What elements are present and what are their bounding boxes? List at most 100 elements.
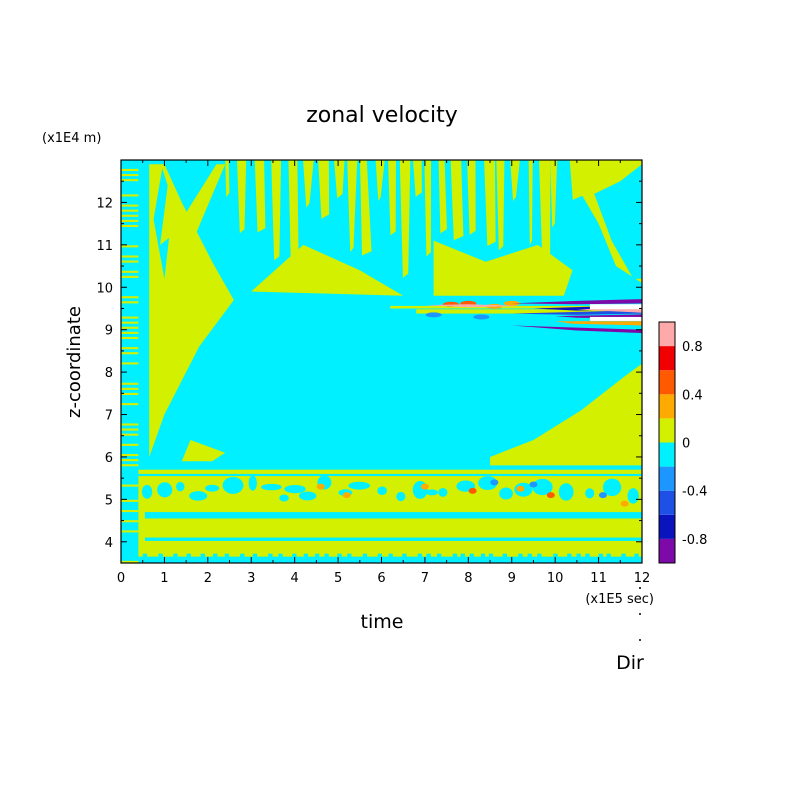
bottom-fringe — [314, 553, 320, 563]
left-stripe — [121, 301, 139, 304]
left-stripe — [121, 550, 139, 553]
y-tick-label: 10 — [96, 281, 113, 296]
lower-band-accent — [516, 485, 525, 492]
shear-streak — [511, 325, 642, 334]
left-stripe — [121, 428, 139, 431]
left-stripe — [121, 540, 139, 543]
left-stripe — [121, 270, 139, 273]
left-stripe — [121, 179, 139, 182]
x-tick-label: 12 — [634, 571, 651, 586]
upper-finger-region — [438, 160, 447, 234]
left-stripe — [121, 443, 139, 446]
lower-band-accent — [529, 481, 538, 488]
left-stripe — [121, 515, 139, 518]
bottom-fringe — [452, 553, 458, 563]
y-tick-label: 11 — [96, 239, 113, 254]
lower-band-blob — [205, 484, 220, 492]
dir-marker-dots — [639, 587, 641, 641]
left-stripe — [121, 336, 139, 340]
left-stripe — [121, 321, 139, 324]
bottom-fringe — [240, 553, 245, 563]
left-stripe — [121, 250, 139, 253]
upper-finger-region — [375, 160, 385, 202]
left-stripe — [121, 479, 139, 482]
y-axis-label: z-coordinate — [64, 306, 85, 418]
left-stripe — [121, 520, 139, 523]
upper-finger-region — [347, 160, 358, 253]
colorbar-swatch — [659, 490, 675, 515]
left-stripe — [121, 535, 139, 538]
bottom-fringe — [518, 553, 523, 563]
colorbar-swatch — [659, 442, 675, 467]
left-stripe — [121, 423, 139, 426]
bottom-fringe — [158, 553, 163, 563]
bottom-fringe — [585, 553, 590, 563]
bottom-fringe — [634, 553, 639, 563]
left-stripe — [121, 214, 139, 217]
left-stripe — [121, 448, 139, 452]
lower-band-blob — [478, 476, 498, 491]
bottom-fringe — [362, 553, 368, 563]
left-stripe — [121, 316, 139, 319]
upper-finger-region — [399, 160, 411, 278]
bottom-fringe — [460, 553, 465, 563]
lower-band-blob — [425, 489, 439, 496]
left-stripe — [121, 255, 139, 258]
x-tick-label: 1 — [160, 571, 168, 586]
y-tick-label: 8 — [105, 366, 113, 381]
left-stripe — [121, 173, 139, 177]
bottom-fringe — [142, 553, 148, 563]
lower-band-blob — [377, 486, 387, 495]
x-tick-label: 10 — [547, 571, 564, 586]
lower-band-blob — [585, 488, 595, 499]
left-stripe — [121, 194, 139, 197]
bottom-fringe — [200, 553, 205, 563]
bottom-fringe — [488, 553, 494, 563]
lower-band-blob — [248, 475, 257, 491]
y-tick-label: 4 — [105, 536, 113, 551]
upper-finger-region — [539, 160, 551, 263]
lower-band-blob — [396, 491, 406, 502]
upper-finger-region — [359, 160, 372, 256]
shear-streak — [555, 321, 642, 326]
upper-finger-region — [388, 160, 396, 236]
lower-band-blob — [602, 478, 622, 497]
left-stripe — [121, 199, 139, 202]
bottom-fringe — [303, 553, 309, 563]
left-stripe — [121, 260, 139, 263]
x-tick-label: 4 — [291, 571, 299, 586]
left-stripe — [121, 291, 139, 294]
left-stripe — [121, 224, 139, 228]
x-tick-label: 6 — [377, 571, 385, 586]
saturated-core — [589, 316, 642, 321]
lower-band-blob — [499, 487, 513, 500]
colorbar-tick-label: -0.8 — [682, 533, 707, 548]
lower-band-blob — [284, 484, 306, 494]
lower-band-line — [138, 469, 642, 474]
lower-band-blob — [627, 488, 639, 504]
upper-finger-region — [318, 160, 330, 219]
x-tick-label: 0 — [117, 571, 125, 586]
chart-title: zonal velocity — [306, 103, 458, 128]
bottom-fringe — [502, 553, 508, 563]
left-stripe — [121, 285, 139, 289]
bottom-fringe — [621, 553, 626, 563]
bottom-fringe — [252, 553, 258, 563]
lower-band-blob — [298, 491, 317, 501]
bottom-fringe — [377, 553, 383, 563]
colorbar-swatch — [659, 370, 675, 395]
bottom-fringe — [426, 553, 431, 563]
left-stripe — [121, 275, 139, 278]
lower-band-blob — [261, 483, 282, 491]
left-stripe — [121, 403, 139, 406]
bottom-fringe — [527, 553, 532, 563]
left-wedge-region — [149, 164, 234, 457]
colorbar-swatch — [659, 418, 675, 443]
left-stripe — [121, 377, 139, 380]
left-stripe — [121, 489, 139, 492]
left-stripe — [121, 413, 139, 416]
shear-layer — [416, 309, 642, 314]
left-stripe — [121, 499, 139, 502]
upper-finger-region — [413, 160, 422, 197]
